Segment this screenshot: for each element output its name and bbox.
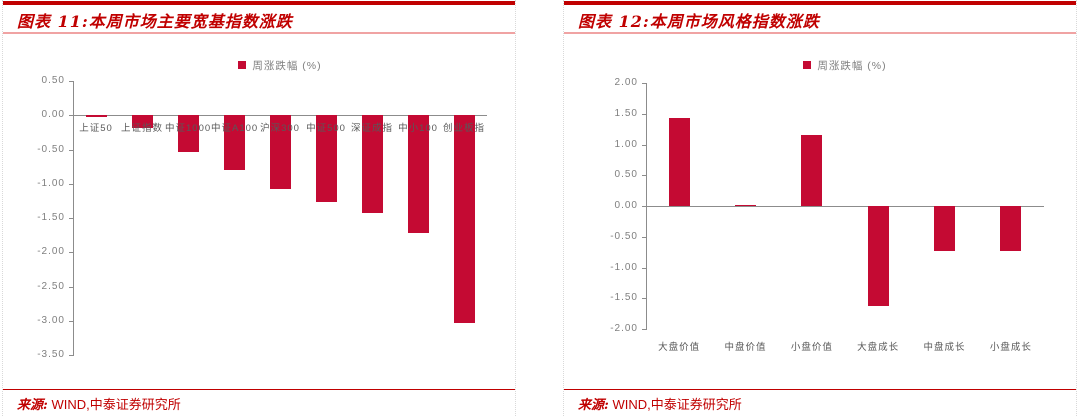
source-note: 来源: WIND,中泰证券研究所 — [17, 394, 181, 413]
y-tick-mark — [69, 355, 73, 356]
y-tick-mark — [642, 113, 646, 115]
y-tick-label: 0.00 — [41, 109, 65, 121]
bar-0 — [668, 118, 690, 206]
x-category-label: 上证50 — [79, 123, 113, 135]
source-note: 来源: WIND,中泰证券研究所 — [578, 394, 742, 413]
x-category-label: 大盘价值 — [658, 342, 701, 353]
legend-label: 周涨跌幅 (%) — [817, 59, 887, 72]
x-category-label: 中小100 — [398, 123, 438, 135]
source-label: 来源: — [578, 398, 609, 413]
panel-top-accent-bar — [3, 1, 515, 5]
bar-5 — [1000, 206, 1022, 251]
source-label: 来源: — [17, 398, 48, 413]
y-tick-mark — [69, 115, 73, 117]
source-text: WIND,中泰证券研究所 — [612, 397, 742, 412]
zero-axis-line — [646, 206, 1044, 207]
x-category-label: 沪深300 — [260, 123, 300, 135]
legend-label: 周涨跌幅 (%) — [252, 59, 322, 72]
source-text: WIND,中泰证券研究所 — [51, 397, 181, 412]
legend-color-swatch — [238, 61, 247, 69]
y-tick-label: -0.50 — [37, 143, 65, 155]
y-tick-label: -1.00 — [610, 261, 638, 273]
bar-1 — [131, 115, 153, 128]
x-category-label: 小盘价值 — [790, 342, 833, 353]
bar-1 — [735, 204, 756, 207]
footer-divider — [3, 389, 515, 390]
x-category-label: 中证A100 — [211, 123, 259, 135]
y-tick-label: -1.50 — [37, 212, 65, 223]
y-tick-mark — [69, 320, 73, 322]
bar-6 — [361, 115, 383, 214]
bar-chart-style-index: 2.00 1.50 1.00 0.50 0.00 -0.50 -1.00 -1.50 -2.00… — [564, 0, 1076, 416]
x-category-label: 中盘价值 — [724, 342, 767, 353]
y-tick-label: -3.50 — [37, 349, 65, 360]
y-tick-mark — [642, 298, 646, 300]
x-category-label: 创业板指 — [442, 123, 485, 135]
y-tick-label: 1.00 — [614, 138, 638, 150]
y-tick-label: -1.00 — [37, 177, 65, 189]
x-category-label: 大盘成长 — [857, 342, 900, 353]
chart-legend: 周涨跌幅 (%) — [73, 58, 487, 72]
y-tick-mark — [69, 286, 73, 288]
y-tick-mark — [642, 236, 646, 238]
title-underline — [564, 32, 1076, 34]
x-category-label: 深证成指 — [350, 123, 393, 135]
y-tick-mark — [642, 206, 646, 207]
bar-5 — [315, 115, 337, 203]
x-category-label: 小盘成长 — [989, 342, 1032, 353]
bar-2 — [177, 115, 199, 153]
x-category-label: 上证指数 — [120, 123, 163, 135]
chart-panel-style-index: 图表 12:本周市场风格指数涨跌 周涨跌幅 (%) 2.00 1.50 1.00 0.… — [563, 0, 1077, 416]
y-tick-label: 0.00 — [614, 200, 638, 211]
chart-panel-broad-index: 图表 11:本周市场主要宽基指数涨跌 周涨跌幅 (%) 0.50 0.00 -0.5… — [2, 0, 516, 416]
bar-chart-broad-index: 0.50 0.00 -0.50 -1.00 -1.50 -2.00 -2.50 -3.00 -3… — [3, 0, 515, 416]
y-tick-mark — [642, 144, 646, 146]
y-tick-mark — [642, 329, 646, 330]
panel-title: 图表 11:本周市场主要宽基指数涨跌 — [17, 12, 293, 31]
footer-divider — [564, 389, 1076, 390]
y-tick-mark — [642, 175, 646, 177]
y-tick-label: 1.50 — [614, 107, 638, 119]
bar-2 — [801, 135, 823, 206]
bar-3 — [223, 115, 245, 171]
y-tick-mark — [69, 149, 73, 151]
bar-0 — [85, 115, 107, 118]
panel-top-accent-bar — [564, 1, 1076, 5]
bar-4 — [269, 115, 291, 190]
y-axis-line — [73, 81, 74, 356]
y-tick-mark — [642, 83, 646, 84]
x-category-label: 中证500 — [306, 123, 346, 135]
bar-3 — [867, 206, 889, 307]
y-tick-label: -2.00 — [37, 246, 65, 258]
y-tick-label: 0.50 — [41, 75, 65, 86]
y-tick-label: -2.00 — [610, 323, 638, 334]
y-tick-label: -0.50 — [610, 230, 638, 242]
panel-title: 图表 12:本周市场风格指数涨跌 — [578, 12, 820, 31]
y-tick-mark — [69, 81, 73, 82]
x-category-label: 中证1000 — [165, 123, 212, 135]
y-tick-mark — [69, 218, 73, 219]
bar-4 — [934, 206, 955, 251]
y-tick-mark — [642, 267, 646, 269]
y-tick-mark — [69, 252, 73, 254]
bar-8 — [453, 115, 475, 323]
legend-color-swatch — [803, 61, 812, 69]
title-underline — [3, 32, 515, 34]
x-category-label: 中盘成长 — [923, 342, 966, 353]
y-tick-label: -3.00 — [37, 314, 65, 326]
y-tick-label: -2.50 — [37, 280, 65, 292]
y-tick-label: -1.50 — [610, 292, 638, 304]
bar-7 — [407, 115, 429, 234]
y-tick-mark — [69, 183, 73, 185]
y-tick-label: 0.50 — [614, 169, 638, 181]
chart-legend: 周涨跌幅 (%) — [646, 58, 1044, 72]
y-tick-label: 2.00 — [614, 77, 638, 88]
